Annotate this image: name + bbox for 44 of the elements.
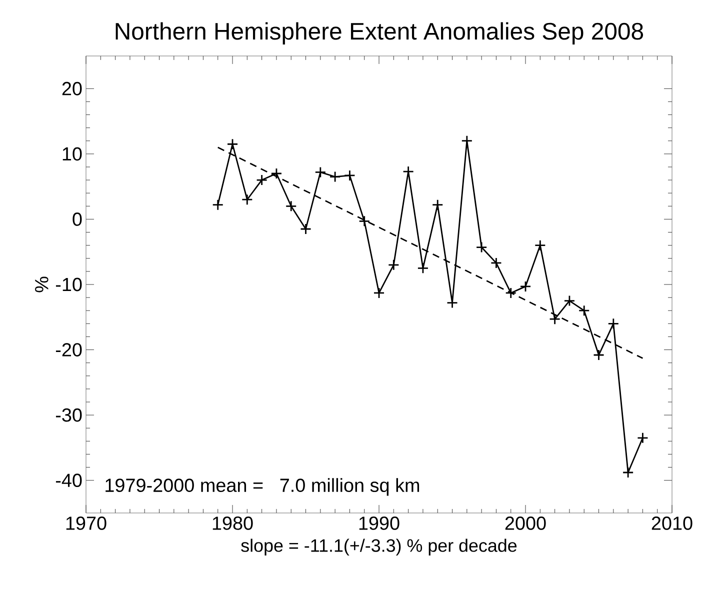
point bbox=[402, 166, 414, 178]
point bbox=[622, 466, 634, 478]
x-tick-label: 1980 bbox=[212, 516, 253, 530]
point bbox=[388, 259, 400, 271]
point bbox=[490, 257, 502, 269]
x-axis-title: slope = -11.1(+/-3.3) % per decade bbox=[241, 538, 517, 556]
point bbox=[212, 199, 224, 211]
point bbox=[300, 223, 312, 235]
point bbox=[358, 215, 370, 227]
y-tick-label: -10 bbox=[56, 278, 82, 292]
y-tick-label: 10 bbox=[62, 147, 82, 161]
x-tick-label: 2010 bbox=[652, 516, 692, 530]
point bbox=[417, 262, 429, 274]
point bbox=[256, 174, 268, 186]
y-tick-label: 0 bbox=[72, 212, 82, 226]
point bbox=[344, 170, 356, 182]
point bbox=[373, 287, 385, 299]
point bbox=[637, 432, 648, 444]
point bbox=[593, 349, 604, 361]
y-tick-label: -40 bbox=[56, 474, 82, 488]
point bbox=[578, 304, 590, 316]
x-tick-label: 1970 bbox=[66, 516, 106, 530]
point bbox=[226, 138, 238, 150]
point bbox=[432, 199, 444, 211]
chart-title: Northern Hemisphere Extent Anomalies Sep 2008 bbox=[116, 22, 644, 44]
point bbox=[549, 313, 561, 325]
point bbox=[329, 171, 341, 182]
point bbox=[534, 240, 546, 252]
y-axis-title: % bbox=[35, 276, 48, 292]
point bbox=[608, 318, 620, 330]
point bbox=[520, 280, 532, 292]
point bbox=[270, 168, 282, 180]
x-tick-label: 1990 bbox=[359, 516, 400, 530]
point bbox=[285, 200, 297, 212]
point bbox=[314, 166, 326, 178]
point bbox=[241, 194, 253, 206]
point bbox=[476, 242, 488, 253]
y-tick-label: 20 bbox=[62, 82, 82, 96]
point bbox=[505, 287, 517, 299]
y-tick-label: -20 bbox=[56, 343, 82, 356]
y-tick-label: -30 bbox=[56, 408, 82, 422]
annotation: 1979-2000 mean = 7.0 million sq km bbox=[106, 478, 420, 496]
point bbox=[564, 295, 576, 307]
x-tick-label: 2000 bbox=[505, 516, 546, 530]
